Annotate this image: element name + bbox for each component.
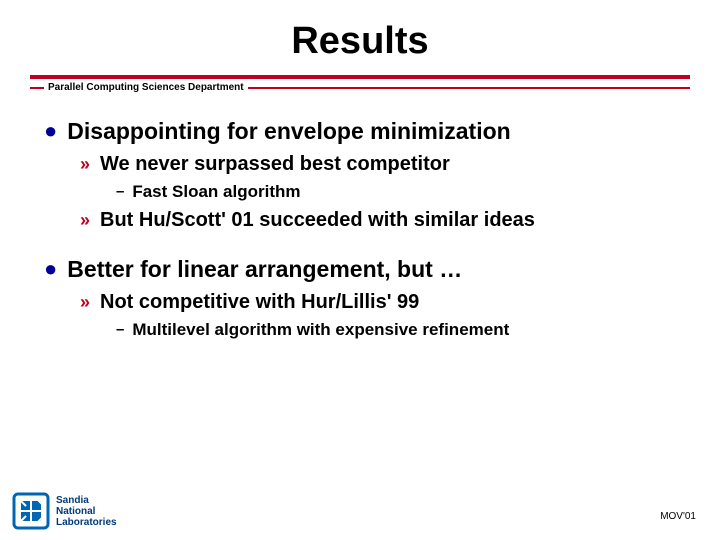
- slide-body: ● Disappointing for envelope minimizatio…: [0, 93, 720, 341]
- footer-code: MOV'01: [660, 511, 696, 522]
- disc-bullet-icon: ●: [44, 117, 57, 145]
- bullet-text: Not competitive with Hur/Lillis' 99: [100, 289, 419, 315]
- divider-thick-line: [30, 75, 690, 79]
- bullet-text: Better for linear arrangement, but …: [67, 255, 462, 283]
- footer-logo-block: Sandia National Laboratories: [12, 492, 117, 530]
- bullet-text: But Hu/Scott' 01 succeeded with similar …: [100, 207, 535, 233]
- sandia-logo-icon: [12, 492, 50, 530]
- bullet-level1: ● Disappointing for envelope minimizatio…: [44, 117, 676, 145]
- raquo-bullet-icon: »: [80, 207, 90, 233]
- bullet-level2: » We never surpassed best competitor: [80, 151, 676, 177]
- logo-line3: Laboratories: [56, 517, 117, 528]
- title-divider: Parallel Computing Sciences Department: [0, 75, 720, 93]
- raquo-bullet-icon: »: [80, 289, 90, 315]
- raquo-bullet-icon: »: [80, 151, 90, 177]
- disc-bullet-icon: ●: [44, 255, 57, 283]
- dash-bullet-icon: –: [116, 181, 124, 203]
- logo-line2: National: [56, 506, 117, 517]
- bullet-level2: » But Hu/Scott' 01 succeeded with simila…: [80, 207, 676, 233]
- dash-bullet-icon: –: [116, 319, 124, 341]
- logo-org-name: Sandia National Laboratories: [56, 495, 117, 528]
- bullet-level3: – Multilevel algorithm with expensive re…: [116, 319, 676, 341]
- slide-title: Results: [0, 0, 720, 75]
- department-label: Parallel Computing Sciences Department: [44, 82, 248, 93]
- bullet-text: Disappointing for envelope minimization: [67, 117, 510, 145]
- divider-thin-left: [30, 87, 44, 89]
- bullet-level2: » Not competitive with Hur/Lillis' 99: [80, 289, 676, 315]
- bullet-level1: ● Better for linear arrangement, but …: [44, 255, 676, 283]
- bullet-text: Fast Sloan algorithm: [132, 181, 300, 203]
- logo-line1: Sandia: [56, 495, 117, 506]
- divider-thin-right: [248, 87, 690, 89]
- bullet-level3: – Fast Sloan algorithm: [116, 181, 676, 203]
- bullet-text: Multilevel algorithm with expensive refi…: [132, 319, 509, 341]
- bullet-text: We never surpassed best competitor: [100, 151, 450, 177]
